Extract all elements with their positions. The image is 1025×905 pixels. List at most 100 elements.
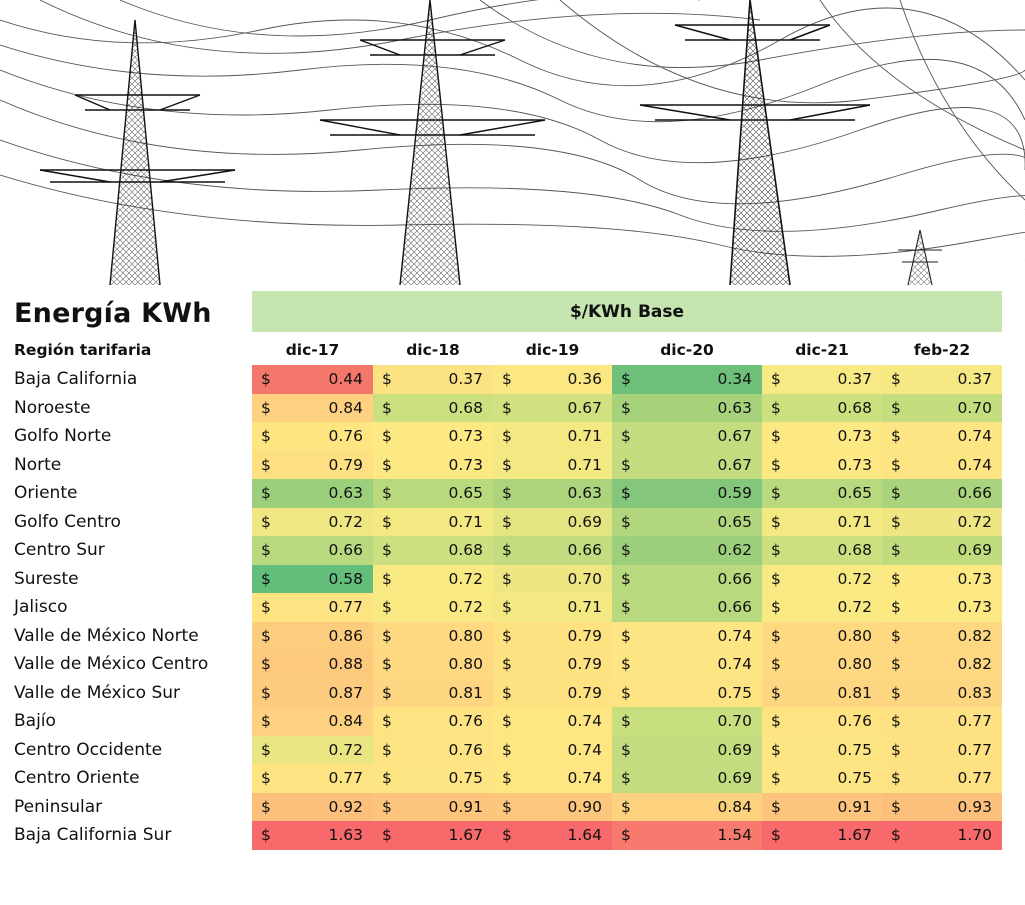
price-cell: $0.76 <box>373 707 493 736</box>
price-cell: $0.67 <box>493 393 612 423</box>
price-value: 0.58 <box>328 569 363 588</box>
currency-symbol: $ <box>621 455 631 474</box>
currency-symbol: $ <box>261 740 271 759</box>
price-value: 0.67 <box>717 455 752 474</box>
price-value: 0.66 <box>717 569 752 588</box>
price-value: 0.80 <box>837 655 872 673</box>
price-cell: $0.82 <box>882 650 1002 679</box>
currency-symbol: $ <box>621 655 631 673</box>
price-band-label: $/KWh Base <box>569 301 685 322</box>
price-value: 0.72 <box>328 512 363 531</box>
price-cell: $0.73 <box>373 450 493 480</box>
price-cell: $0.84 <box>612 792 762 822</box>
price-value: 0.80 <box>837 626 872 645</box>
price-cell: $0.87 <box>252 678 373 708</box>
region-label: Valle de México Norte <box>14 625 199 646</box>
column-header-dic-19: dic-19 <box>525 341 580 359</box>
currency-symbol: $ <box>382 826 392 844</box>
region-label: Centro Oriente <box>14 768 140 788</box>
price-cell: $0.84 <box>252 707 373 736</box>
price-cell: $0.74 <box>493 764 612 793</box>
region-label: Baja California Sur <box>14 825 172 845</box>
currency-symbol: $ <box>502 683 512 702</box>
price-value: 0.80 <box>448 655 483 673</box>
price-cell: $1.54 <box>612 821 762 850</box>
page-title: Energía KWh <box>14 298 212 329</box>
currency-symbol: $ <box>891 769 901 787</box>
currency-symbol: $ <box>261 569 271 588</box>
price-cell: $1.67 <box>373 821 493 850</box>
price-value: 1.64 <box>567 826 602 844</box>
price-value: 0.82 <box>957 655 992 673</box>
price-cell: $1.63 <box>252 821 373 850</box>
region-label: Noroeste <box>14 397 91 418</box>
currency-symbol: $ <box>771 370 781 388</box>
price-cell: $0.79 <box>493 621 612 651</box>
currency-symbol: $ <box>771 541 781 559</box>
price-value: 0.79 <box>328 455 363 474</box>
region-label: Valle de México Sur <box>14 682 181 703</box>
price-cell: $0.66 <box>493 536 612 565</box>
price-value: 0.73 <box>448 427 483 445</box>
price-cell: $0.81 <box>373 678 493 708</box>
currency-symbol: $ <box>621 569 631 588</box>
price-value: 0.68 <box>837 398 872 417</box>
price-value: 0.68 <box>448 541 483 559</box>
price-value: 0.77 <box>328 769 363 787</box>
price-cell: $0.69 <box>612 735 762 765</box>
currency-symbol: $ <box>502 826 512 844</box>
price-cell: $0.72 <box>762 564 882 594</box>
currency-symbol: $ <box>261 712 271 730</box>
price-value: 0.71 <box>567 427 602 445</box>
price-cell: $0.74 <box>612 650 762 679</box>
price-cell: $0.76 <box>373 735 493 765</box>
price-cell: $0.75 <box>612 678 762 708</box>
price-cell: $0.68 <box>762 393 882 423</box>
price-cell: $0.71 <box>762 507 882 537</box>
price-value: 0.66 <box>567 541 602 559</box>
currency-symbol: $ <box>382 712 392 730</box>
price-value: 0.69 <box>717 740 752 759</box>
price-cell: $0.77 <box>882 735 1002 765</box>
price-value: 0.76 <box>837 712 872 730</box>
price-cell: $0.63 <box>493 479 612 508</box>
price-cell: $1.67 <box>762 821 882 850</box>
price-cell: $0.58 <box>252 564 373 594</box>
price-value: 0.65 <box>448 484 483 502</box>
currency-symbol: $ <box>891 712 901 730</box>
price-cell: $0.73 <box>762 422 882 451</box>
price-cell: $0.83 <box>882 678 1002 708</box>
price-cell: $0.73 <box>882 564 1002 594</box>
price-value: 1.67 <box>837 826 872 844</box>
price-cell: $0.73 <box>882 593 1002 622</box>
column-header-dic-18: dic-18 <box>406 341 460 359</box>
currency-symbol: $ <box>261 484 271 502</box>
price-cell: $0.80 <box>762 621 882 651</box>
currency-symbol: $ <box>261 826 271 844</box>
price-cell: $0.74 <box>493 707 612 736</box>
price-value: 0.74 <box>567 769 602 787</box>
price-value: 0.73 <box>448 455 483 474</box>
price-value: 0.69 <box>957 541 992 559</box>
price-cell: $0.90 <box>493 792 612 822</box>
currency-symbol: $ <box>621 797 631 816</box>
price-value: 0.71 <box>567 455 602 474</box>
price-cell: $1.64 <box>493 821 612 850</box>
price-cell: $0.68 <box>762 536 882 565</box>
currency-symbol: $ <box>771 683 781 702</box>
price-cell: $0.69 <box>493 507 612 537</box>
price-cell: $0.65 <box>612 507 762 537</box>
region-label: Bajío <box>14 711 56 731</box>
currency-symbol: $ <box>771 484 781 502</box>
price-value: 0.93 <box>957 797 992 816</box>
price-value: 0.73 <box>837 427 872 445</box>
price-value: 0.83 <box>957 683 992 702</box>
currency-symbol: $ <box>261 427 271 445</box>
currency-symbol: $ <box>891 683 901 702</box>
price-value: 0.76 <box>448 712 483 730</box>
price-value: 0.77 <box>328 598 363 616</box>
price-value: 0.65 <box>717 512 752 531</box>
price-value: 0.70 <box>957 398 992 417</box>
currency-symbol: $ <box>621 826 631 844</box>
region-label: Centro Sur <box>14 540 105 560</box>
